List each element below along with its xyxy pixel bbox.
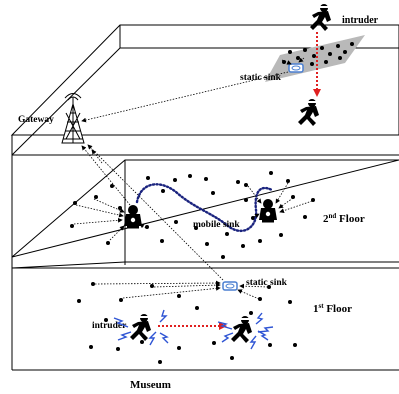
top-sink-gateway-link (81, 71, 289, 123)
second-floor-label: 2nd Floor (323, 212, 365, 225)
detection-lightning-icons (113, 309, 274, 350)
static-sink-bottom-label: static sink (246, 278, 288, 288)
static-sink-top-icon (288, 63, 304, 73)
first-floor-label: 1st Floor (313, 302, 352, 315)
static-sink-bottom-icon (222, 281, 238, 291)
intruder-top-moved-icon (298, 99, 319, 126)
intruder-bottom-label: intruder (92, 321, 127, 331)
intruder-top-label: intruder (342, 15, 379, 26)
mobile-sink-end-icon (259, 199, 277, 223)
second-floor: mobile sink 2nd Floor (70, 171, 365, 259)
gateway-tower-icon (61, 93, 85, 144)
top-area: intruder static sink (81, 4, 379, 126)
mobile-sink-label: mobile sink (193, 220, 240, 230)
intruder-top-icon (310, 4, 331, 31)
static-sink-top-label: static sink (240, 73, 282, 83)
gateway-floor-links (81, 144, 224, 281)
mobile-sink-start-icon (124, 205, 142, 229)
intruder-bottom-start-icon (130, 314, 151, 341)
building-wireframe (10, 24, 399, 371)
museum-caption: Museum (130, 379, 171, 391)
intruder-bottom-end-icon (231, 316, 252, 343)
gateway-label: Gateway (18, 115, 54, 125)
mobile-sink-path (135, 183, 274, 233)
first-floor: static sink intruder (77, 278, 352, 364)
